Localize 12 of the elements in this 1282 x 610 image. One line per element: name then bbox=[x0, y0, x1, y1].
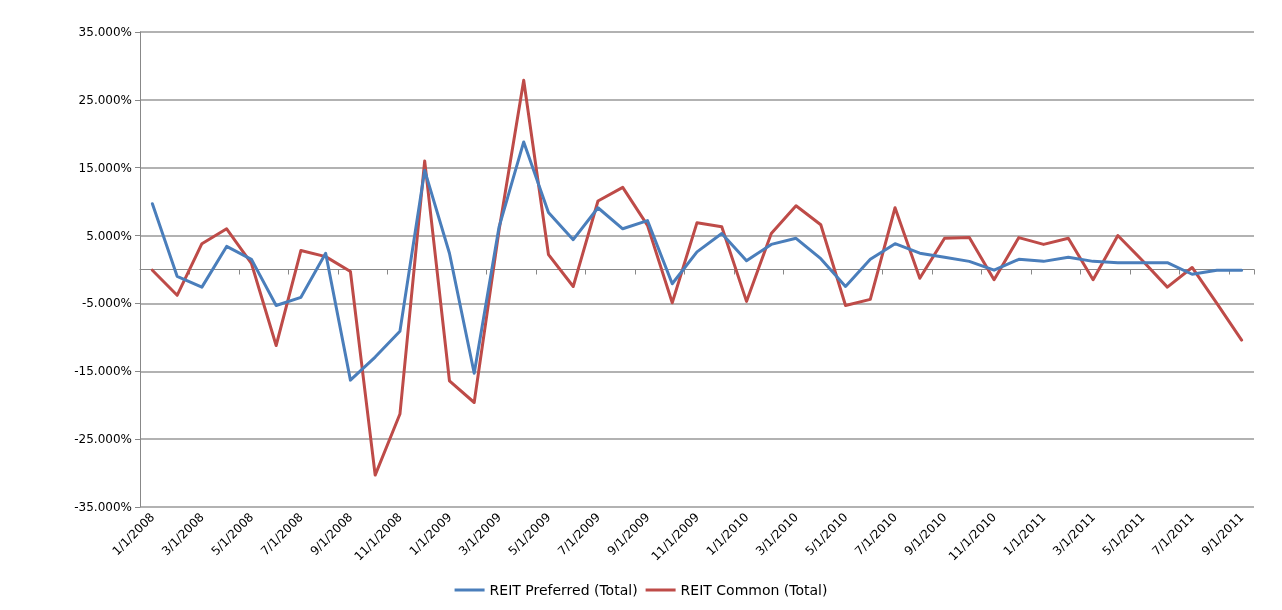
y-tick-label: -35.000% bbox=[74, 500, 132, 514]
y-tick-label: 5.000% bbox=[86, 228, 132, 243]
y-tick-label: -15.000% bbox=[74, 364, 132, 379]
y-tick-label: -5.000% bbox=[81, 296, 132, 311]
y-tick-label: 15.000% bbox=[78, 160, 132, 175]
y-tick-label: -25.000% bbox=[74, 432, 132, 447]
legend-label: REIT Common (Total) bbox=[680, 582, 828, 598]
line-series bbox=[150, 78, 1244, 477]
y-tick-label: 25.000% bbox=[78, 92, 132, 107]
legend-label: REIT Preferred (Total) bbox=[489, 582, 638, 598]
y-tick-label: 35.000% bbox=[78, 25, 132, 39]
line-series bbox=[150, 140, 1244, 382]
